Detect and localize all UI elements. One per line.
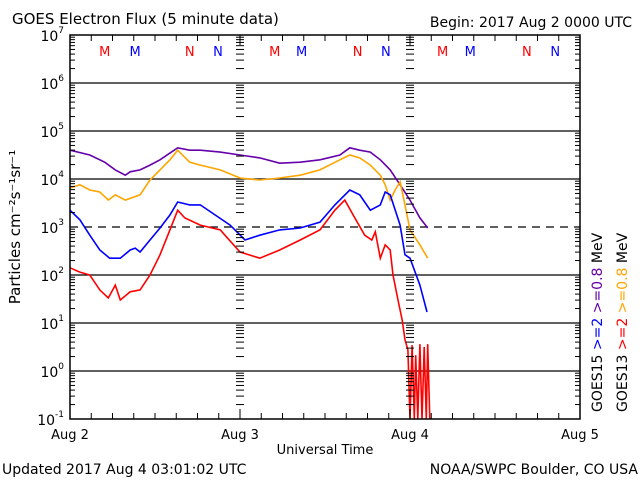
footer-credit: NOAA/SWPC Boulder, CO USA [430,462,639,478]
legend-entry: MeV [590,232,606,267]
satellite-marker: M [130,45,141,60]
legend-entry: >=0.8 [590,268,606,318]
satellite-marker: M [465,45,476,60]
series-line-goes15-2-mev [70,189,428,313]
satellite-marker: N [213,45,223,60]
legend-column-goes15: GOES15 >=2 >=0.8 MeV [590,232,606,412]
y-axis-label: Particles cm⁻²s⁻¹sr⁻¹ [6,150,24,304]
satellite-marker: N [381,45,391,60]
series-line-goes13-2-mev [70,198,431,419]
grid [70,82,580,372]
legend-column-goes13: GOES13 >=2 >=0.8 MeV [615,232,631,412]
y-tick-label: 102 [40,266,64,285]
series-line-goes15-0-8-mev [70,146,429,229]
y-tick-label: 103 [40,218,64,237]
y-tick-label: 106 [40,74,64,93]
legend-entry: >=2 [615,318,631,355]
legend-entry: >=2 [590,318,606,355]
legend-entry: >=0.8 [615,268,631,318]
begin-label: Begin: 2017 Aug 2 0000 UTC [430,15,632,31]
satellite-marker: M [296,45,307,60]
x-tick-label: Aug 5 [561,428,599,443]
series-group [70,146,431,419]
satellite-marker: M [269,45,280,60]
legend-entry: MeV [615,232,631,267]
footer-updated: Updated 2017 Aug 4 03:01:02 UTC [2,462,247,478]
y-tick-label: 107 [40,26,64,45]
satellite-marker: M [99,45,110,60]
x-tick-label: Aug 2 [51,428,89,443]
series-line-goes13-0-8-mev [70,149,429,259]
y-tick-label: 100 [40,362,64,381]
y-tick-label: 101 [40,314,64,333]
y-tick-label: 105 [40,122,64,141]
satellite-marker: N [522,45,532,60]
satellite-marker: M [437,45,448,60]
legend-entry: GOES13 [615,355,631,412]
satellite-marker: N [353,45,363,60]
satellite-marker: N [185,45,195,60]
x-tick-label: Aug 3 [221,428,259,443]
chart-title: GOES Electron Flux (5 minute data) [12,10,279,28]
y-tick-label: 10-1 [37,410,64,429]
satellite-marker: N [550,45,560,60]
x-tick-label: Aug 4 [391,428,429,443]
x-axis-label: Universal Time [277,443,374,458]
y-tick-label: 104 [40,170,64,189]
legend-entry: GOES15 [590,355,606,412]
